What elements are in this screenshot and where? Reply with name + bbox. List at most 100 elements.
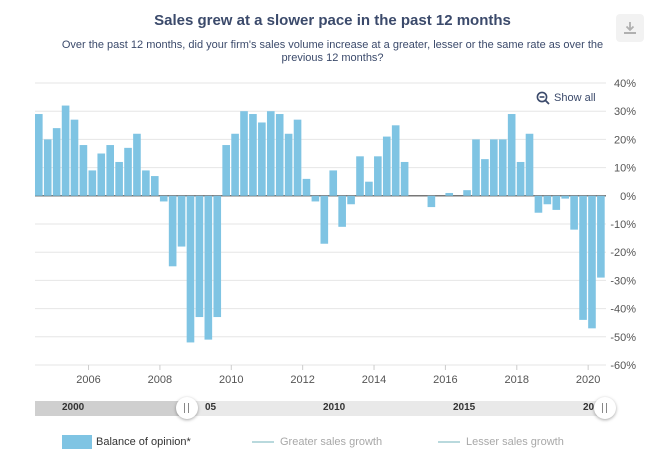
bar[interactable] — [266, 111, 275, 196]
bar[interactable] — [213, 195, 222, 318]
bar[interactable] — [195, 195, 204, 318]
bar[interactable] — [249, 114, 257, 196]
navigator-label: 05 — [205, 402, 217, 413]
x-tick-label: 2008 — [148, 374, 172, 386]
bar[interactable] — [427, 195, 436, 208]
legend-item-lesser[interactable]: Lesser sales growth — [438, 434, 564, 450]
bar[interactable] — [177, 195, 186, 247]
bar[interactable] — [365, 181, 373, 196]
range-navigator[interactable]: 2000 05 2010 2015 20 — [35, 397, 616, 419]
bar[interactable] — [293, 119, 302, 196]
bar[interactable] — [472, 139, 480, 196]
bar[interactable] — [106, 145, 114, 196]
show-all-button[interactable]: Show all — [536, 90, 596, 106]
chart-subtitle: Over the past 12 months, did your firm's… — [61, 39, 604, 64]
navigator-right-handle[interactable] — [594, 397, 616, 419]
bar[interactable] — [258, 122, 266, 196]
bar[interactable] — [142, 170, 150, 196]
y-tick-label: -60% — [610, 360, 636, 372]
bar[interactable] — [275, 114, 284, 196]
bar[interactable] — [391, 125, 400, 196]
zoom-out-icon — [536, 91, 550, 105]
legend-item-greater[interactable]: Greater sales growth — [252, 434, 382, 450]
bar[interactable] — [97, 153, 106, 196]
legend-label: Greater sales growth — [280, 436, 383, 448]
bar[interactable] — [204, 195, 213, 340]
bar[interactable] — [374, 156, 382, 196]
bar[interactable] — [463, 190, 471, 196]
bar[interactable] — [168, 195, 177, 267]
bar[interactable] — [597, 195, 605, 278]
bar[interactable] — [240, 111, 248, 196]
bar[interactable] — [186, 195, 195, 343]
bar[interactable] — [115, 161, 123, 196]
bar[interactable] — [400, 161, 409, 196]
x-tick-label: 2018 — [505, 374, 529, 386]
bar[interactable] — [159, 195, 168, 202]
chart-title: Sales grew at a slower pace in the past … — [154, 12, 511, 29]
bar[interactable] — [222, 145, 230, 196]
bar[interactable] — [150, 176, 159, 196]
bar[interactable] — [490, 139, 498, 196]
bar[interactable] — [338, 195, 346, 227]
bar[interactable] — [88, 170, 97, 196]
bar[interactable] — [347, 195, 355, 205]
bar[interactable] — [35, 114, 43, 196]
navigator-label: 2010 — [323, 402, 346, 413]
bar[interactable] — [79, 145, 88, 196]
bar[interactable] — [320, 195, 329, 244]
x-tick-label: 2016 — [433, 374, 457, 386]
legend-label: Lesser sales growth — [466, 436, 564, 448]
download-icon — [624, 22, 636, 34]
bar[interactable] — [70, 119, 79, 196]
navigator-label: 2000 — [62, 402, 85, 413]
bar[interactable] — [311, 195, 320, 202]
bar[interactable] — [552, 195, 561, 210]
bar[interactable] — [534, 195, 543, 213]
legend-item-balance[interactable]: Balance of opinion* — [62, 434, 191, 450]
bar[interactable] — [561, 195, 570, 199]
navigator-selection[interactable] — [35, 401, 187, 416]
y-tick-label: 40% — [614, 78, 636, 90]
x-tick-label: 2010 — [219, 374, 243, 386]
bar[interactable] — [525, 133, 534, 196]
x-tick-label: 2012 — [290, 374, 314, 386]
y-tick-label: 10% — [614, 163, 636, 175]
bar[interactable] — [329, 170, 338, 196]
navigator-label: 20 — [583, 402, 595, 413]
chart-plot-area: 40% 30% 20% 10% 0% -10% -20% -30% -40% -50% -60% 2… — [35, 78, 636, 386]
legend-swatch — [438, 441, 460, 443]
bar[interactable] — [382, 136, 391, 196]
y-tick-label: -50% — [610, 332, 636, 344]
x-tick-label: 2020 — [576, 374, 600, 386]
bar[interactable] — [61, 105, 70, 196]
bar[interactable] — [231, 133, 239, 196]
bar[interactable] — [52, 128, 61, 196]
bar[interactable] — [516, 161, 525, 196]
y-tick-label: 30% — [614, 106, 636, 118]
bar[interactable] — [445, 192, 454, 196]
bar[interactable] — [543, 195, 552, 205]
navigator-left-handle[interactable] — [176, 397, 198, 419]
bar[interactable] — [124, 147, 132, 196]
y-tick-label: 0% — [620, 191, 636, 203]
bar[interactable] — [579, 195, 587, 320]
y-tick-label: 20% — [614, 134, 636, 146]
navigator-label: 2015 — [453, 402, 476, 413]
y-tick-label: -30% — [610, 275, 636, 287]
bar[interactable] — [588, 195, 596, 329]
show-all-label: Show all — [554, 92, 596, 104]
bar[interactable] — [570, 195, 578, 230]
bar[interactable] — [302, 178, 311, 196]
bar[interactable] — [498, 139, 507, 196]
bar[interactable] — [481, 159, 489, 196]
y-tick-label: -10% — [610, 219, 636, 231]
export-menu-button[interactable] — [616, 14, 644, 42]
bar[interactable] — [507, 114, 516, 196]
legend-swatch — [62, 435, 92, 449]
x-tick-label: 2006 — [76, 374, 100, 386]
bar[interactable] — [356, 156, 364, 196]
bar[interactable] — [133, 133, 141, 196]
bar[interactable] — [284, 133, 293, 196]
bar[interactable] — [43, 139, 52, 196]
